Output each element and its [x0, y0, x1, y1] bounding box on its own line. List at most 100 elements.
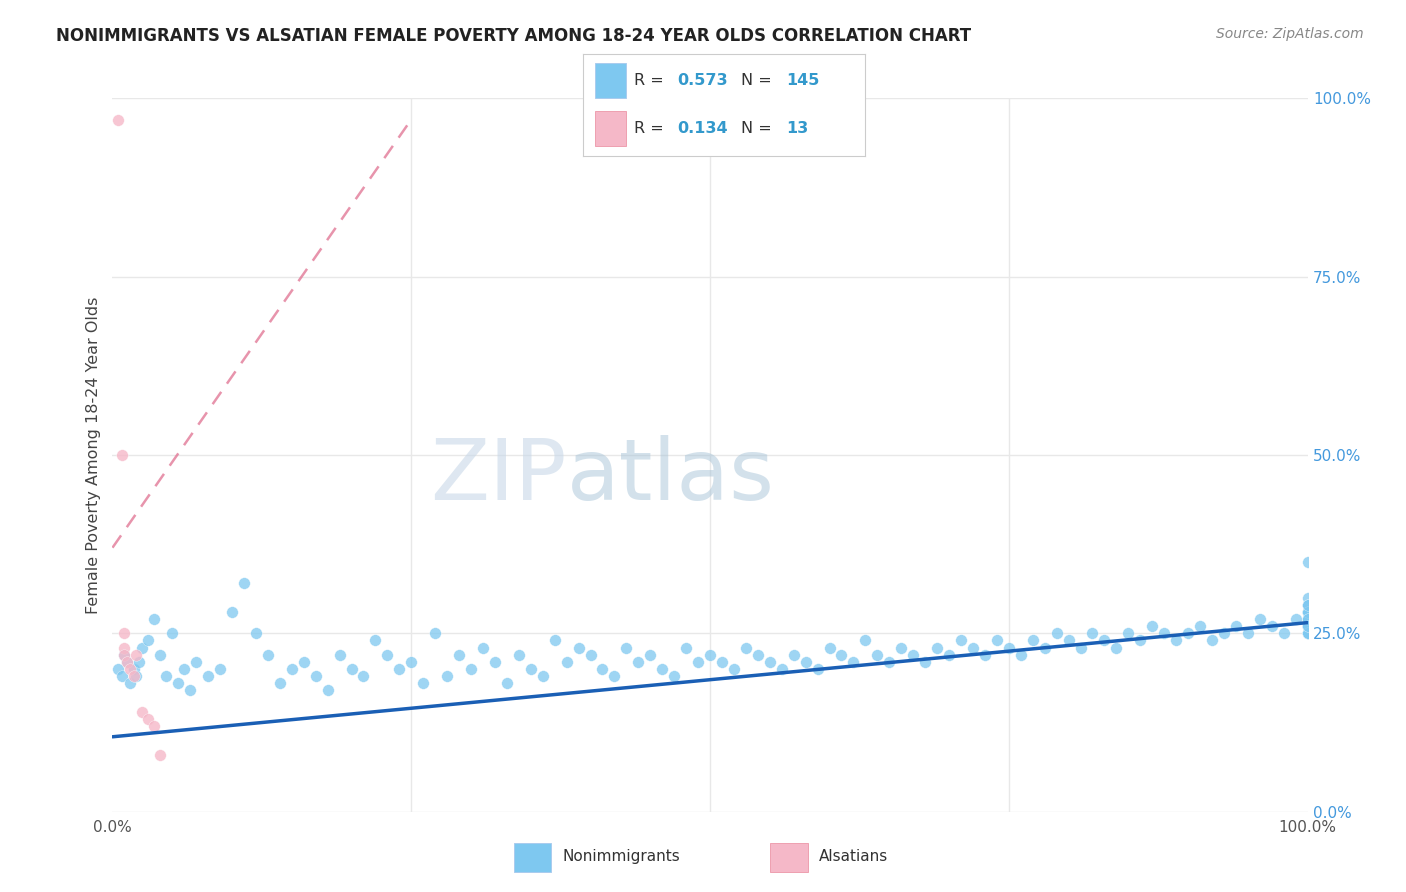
Point	[257, 648, 280, 662]
Point	[1296, 612, 1319, 626]
Point	[938, 648, 960, 662]
Point	[686, 655, 709, 669]
Point	[962, 640, 984, 655]
Point	[162, 626, 183, 640]
Point	[1296, 612, 1319, 626]
Text: NONIMMIGRANTS VS ALSATIAN FEMALE POVERTY AMONG 18-24 YEAR OLDS CORRELATION CHART: NONIMMIGRANTS VS ALSATIAN FEMALE POVERTY…	[56, 27, 972, 45]
FancyBboxPatch shape	[595, 111, 626, 145]
Point	[125, 648, 148, 662]
Point	[973, 648, 995, 662]
Point	[1296, 598, 1319, 612]
Point	[723, 662, 745, 676]
Text: R =: R =	[634, 121, 669, 136]
Point	[638, 648, 662, 662]
Point	[699, 648, 721, 662]
Point	[986, 633, 1008, 648]
Point	[1285, 612, 1308, 626]
Point	[818, 640, 841, 655]
Point	[269, 676, 291, 690]
Point	[167, 676, 190, 690]
Point	[197, 669, 219, 683]
Point	[759, 655, 782, 669]
Point	[122, 669, 145, 683]
Point	[436, 669, 458, 683]
Point	[998, 640, 1021, 655]
Point	[853, 633, 877, 648]
Point	[352, 669, 374, 683]
Point	[1189, 619, 1212, 633]
Point	[114, 626, 135, 640]
Point	[949, 633, 972, 648]
Point	[1105, 640, 1128, 655]
Point	[1057, 633, 1080, 648]
Point	[1296, 612, 1319, 626]
Point	[186, 655, 208, 669]
Point	[567, 640, 591, 655]
Point	[1296, 619, 1319, 633]
Point	[1237, 626, 1260, 640]
Point	[830, 648, 852, 662]
Point	[221, 605, 243, 619]
Point	[735, 640, 758, 655]
Point	[1296, 612, 1319, 626]
Point	[1296, 619, 1319, 633]
Text: N =: N =	[741, 72, 778, 87]
Point	[1296, 619, 1319, 633]
Point	[1069, 640, 1091, 655]
Point	[794, 655, 817, 669]
Point	[114, 648, 135, 662]
Point	[114, 648, 135, 662]
Point	[1164, 633, 1187, 648]
Point	[1296, 619, 1319, 633]
Point	[543, 633, 565, 648]
Point	[1296, 612, 1319, 626]
Point	[143, 719, 166, 733]
Point	[627, 655, 650, 669]
Point	[1010, 648, 1032, 662]
Point	[496, 676, 519, 690]
Point	[1296, 605, 1319, 619]
Point	[179, 683, 201, 698]
Point	[1045, 626, 1069, 640]
Point	[1296, 619, 1319, 633]
Point	[614, 640, 637, 655]
Point	[128, 655, 150, 669]
Point	[1201, 633, 1223, 648]
Point	[1260, 619, 1282, 633]
Point	[1153, 626, 1175, 640]
Text: R =: R =	[634, 72, 669, 87]
Point	[1296, 626, 1319, 640]
Text: 0.134: 0.134	[678, 121, 728, 136]
Point	[1129, 633, 1152, 648]
Text: 13: 13	[786, 121, 808, 136]
Point	[603, 669, 626, 683]
Point	[1296, 605, 1319, 619]
Point	[328, 648, 352, 662]
Point	[1272, 626, 1295, 640]
Point	[138, 633, 160, 648]
Point	[1296, 619, 1319, 633]
Y-axis label: Female Poverty Among 18-24 Year Olds: Female Poverty Among 18-24 Year Olds	[86, 296, 101, 614]
Point	[401, 655, 423, 669]
Point	[877, 655, 900, 669]
Point	[1296, 605, 1319, 619]
Point	[131, 705, 153, 719]
Point	[1021, 633, 1043, 648]
Point	[208, 662, 231, 676]
FancyBboxPatch shape	[595, 62, 626, 97]
Point	[925, 640, 948, 655]
Point	[903, 648, 925, 662]
Point	[747, 648, 769, 662]
Point	[1296, 612, 1319, 626]
Point	[388, 662, 411, 676]
Point	[447, 648, 470, 662]
Point	[1296, 605, 1319, 619]
Point	[866, 648, 889, 662]
Point	[107, 662, 129, 676]
Point	[364, 633, 387, 648]
Point	[1249, 612, 1271, 626]
Point	[675, 640, 697, 655]
Point	[1296, 626, 1319, 640]
Point	[1116, 626, 1139, 640]
Point	[711, 655, 734, 669]
